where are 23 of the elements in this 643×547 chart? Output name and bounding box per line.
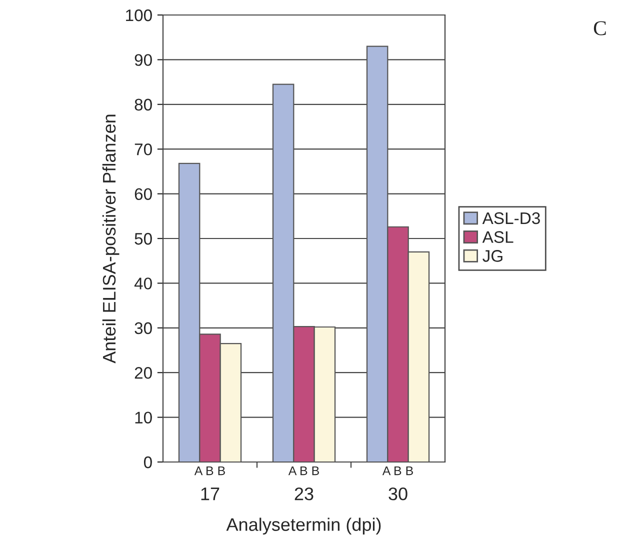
y-tick-label: 100	[126, 9, 152, 22]
x-axis-title: Analysetermin (dpi)	[226, 518, 381, 535]
y-tick-label: 0	[144, 456, 152, 468]
legend-label: JG	[482, 250, 502, 262]
y-tick-label: 40	[134, 278, 152, 290]
x-tick-label: 17	[201, 488, 220, 500]
y-tick-label: 90	[134, 54, 152, 66]
y-axis-title: Anteil ELISA-positiver Pflanzen	[102, 114, 120, 364]
y-tick-label: 50	[134, 232, 152, 245]
y-tick-label: 60	[134, 188, 152, 200]
text: A B B	[288, 466, 319, 476]
y-tick-label: 30	[134, 322, 152, 334]
y-tick-label: 70	[134, 144, 152, 156]
x-tick-label: 30	[388, 487, 408, 500]
text: A B B	[194, 466, 225, 476]
text: A B B	[382, 466, 413, 476]
legend-label: ASL	[482, 231, 514, 243]
legend-label: ASL-D3	[482, 212, 540, 224]
y-tick-label: 10	[135, 412, 152, 424]
text: C	[594, 21, 606, 36]
x-tick-label: 23	[294, 487, 314, 500]
y-tick-label: 20	[134, 367, 152, 379]
y-tick-label: 80	[134, 98, 152, 111]
